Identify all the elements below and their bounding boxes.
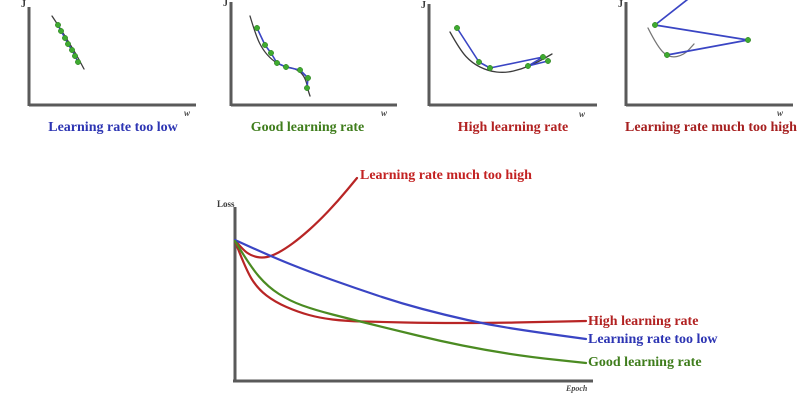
learning-rate-much-too-high-line <box>233 176 359 259</box>
good-learning-rate-line <box>233 239 588 365</box>
miniplot-high-lr <box>427 4 597 107</box>
gd-steps-marker <box>283 64 289 70</box>
gd-steps-line <box>456 27 549 69</box>
gd-steps-marker <box>55 22 61 28</box>
gd-steps-marker <box>75 59 81 65</box>
gd-steps-marker <box>545 58 551 64</box>
miniplot-4-y-axis-label: J <box>618 0 623 10</box>
gd-steps-marker <box>58 28 64 34</box>
learning-rate-too-low-line <box>233 238 588 341</box>
gd-steps-line <box>256 27 309 89</box>
curve-label-high-lr: High learning rate <box>588 314 699 329</box>
gd-steps-marker <box>487 65 493 71</box>
gd-steps-marker <box>745 37 751 43</box>
gd-steps-marker <box>254 25 260 31</box>
gd-steps-marker <box>262 42 268 48</box>
miniplot-3-x-axis-label: w <box>579 109 586 119</box>
main-plot-y-axis-label: Loss <box>217 199 235 209</box>
high-learning-rate-line <box>233 239 588 325</box>
miniplot-lr-too-low <box>27 7 196 107</box>
gd-steps-marker <box>664 52 670 58</box>
miniplot-2-x-axis-label: w <box>381 108 388 118</box>
caption-good-lr: Good learning rate <box>250 120 365 135</box>
gd-steps-marker <box>297 67 303 73</box>
miniplot-1-y-axis-label: J <box>21 0 26 10</box>
gd-steps-marker <box>525 63 531 69</box>
loss-curve-line <box>647 27 695 58</box>
main-plot-x-axis-label: Epoch <box>566 384 588 393</box>
caption-lr-too-low: Learning rate too low <box>48 120 178 135</box>
gd-steps-marker <box>454 25 460 31</box>
gd-steps-marker <box>476 59 482 65</box>
gd-steps-marker <box>62 35 68 41</box>
gd-steps-marker <box>72 53 78 59</box>
miniplot-4-x-axis-label: w <box>777 108 784 118</box>
caption-lr-much-too-high: Learning rate much too high <box>625 120 797 135</box>
caption-high-lr: High learning rate <box>457 120 569 135</box>
annotation-lr-much-too-high: Learning rate much too high <box>360 168 532 183</box>
miniplot-3-y-axis-label: J <box>421 0 426 11</box>
gd-steps-marker <box>69 47 75 53</box>
gd-steps-marker <box>652 22 658 28</box>
curve-label-lr-too-low: Learning rate too low <box>588 332 718 347</box>
gd-steps-marker <box>65 41 71 47</box>
gd-steps-line <box>654 0 749 56</box>
miniplot-1-x-axis-label: w <box>184 108 191 118</box>
gd-steps-marker <box>268 50 274 56</box>
gd-steps-marker <box>540 54 546 60</box>
gd-steps-marker <box>305 75 311 81</box>
miniplot-good-lr <box>229 2 397 107</box>
gd-steps-marker <box>304 85 310 91</box>
miniplot-2-y-axis-label: J <box>223 0 228 9</box>
curve-label-good-lr: Good learning rate <box>588 355 702 370</box>
gd-steps-marker <box>274 60 280 66</box>
miniplot-lr-much-too-high <box>624 0 793 107</box>
main-loss-plot <box>233 176 593 383</box>
